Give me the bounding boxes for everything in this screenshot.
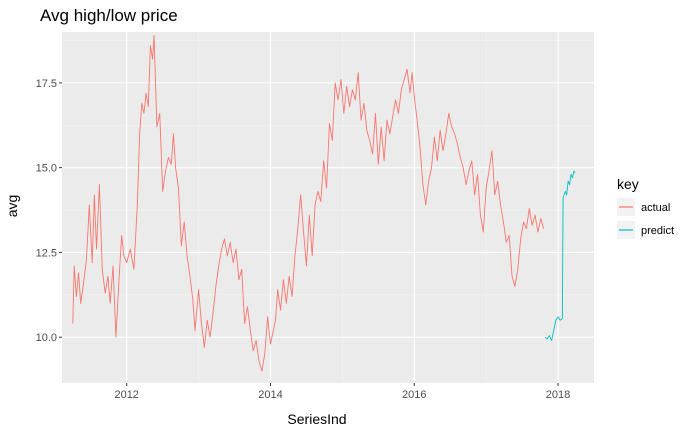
x-tick-label: 2018 <box>546 389 570 401</box>
y-tick-label: 12.5 <box>36 247 57 259</box>
legend-label-actual: actual <box>641 202 670 214</box>
x-tick-label: 2014 <box>258 389 282 401</box>
plot-panel <box>62 32 594 383</box>
series-line-predict <box>544 170 576 342</box>
y-tick-label: 10.0 <box>36 332 57 344</box>
y-tick-label: 17.5 <box>36 78 57 90</box>
legend-title: key <box>617 176 639 192</box>
y-axis-title: avg <box>4 195 20 218</box>
chart-title: Avg high/low price <box>40 6 178 25</box>
legend: key actual predict <box>617 176 674 239</box>
y-tick-label: 15.0 <box>36 163 57 175</box>
series-layer <box>72 34 576 372</box>
x-axis-title: SeriesInd <box>287 411 346 427</box>
legend-items: actual predict <box>617 198 674 239</box>
x-axis: 2012 2014 2016 2018 <box>114 383 570 401</box>
series-line-actual <box>72 34 545 372</box>
minor-gridlines <box>62 32 594 383</box>
x-tick-label: 2012 <box>114 389 138 401</box>
x-tick-label: 2016 <box>402 389 426 401</box>
major-gridlines <box>62 32 594 383</box>
y-axis: 10.0 12.5 15.0 17.5 <box>36 78 62 344</box>
legend-label-predict: predict <box>641 225 674 237</box>
